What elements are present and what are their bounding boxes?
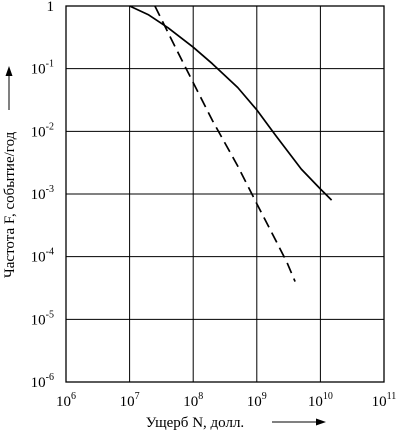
dashed-curve — [154, 5, 296, 282]
x-tick-label: 109 — [247, 391, 267, 410]
y-tick-labels: 1 10-1 10-2 10-3 10-4 10-5 10-6 — [31, 0, 54, 391]
x-tick-label: 1010 — [308, 391, 333, 410]
y-axis-title: Частота F, событие/год — [2, 66, 18, 278]
y-tick-label: 10-5 — [31, 309, 54, 328]
y-tick-label: 10-2 — [31, 121, 54, 140]
plot-frame — [65, 5, 385, 383]
x-axis-title: Ущерб N, долл. — [146, 415, 326, 431]
x-tick-label: 108 — [183, 391, 203, 410]
series-group — [129, 5, 333, 282]
x-axis-label: Ущерб N, долл. — [146, 415, 244, 431]
y-tick-label: 1 — [47, 0, 55, 15]
y-tick-label: 10-1 — [31, 59, 54, 78]
x-tick-label: 106 — [56, 391, 76, 410]
x-tick-label: 107 — [120, 391, 140, 410]
x-tick-labels: 106 107 108 109 1010 1011 — [56, 391, 396, 410]
y-tick-label: 10-3 — [31, 184, 54, 203]
y-axis-arrowhead — [5, 66, 13, 76]
x-axis-arrowhead — [316, 418, 326, 426]
x-tick-label: 1011 — [372, 391, 397, 410]
y-tick-label: 10-6 — [31, 372, 54, 391]
solid-curve — [129, 5, 333, 201]
y-axis-label: Частота F, событие/год — [2, 131, 18, 278]
grid — [65, 5, 385, 383]
y-tick-label: 10-4 — [31, 247, 54, 266]
